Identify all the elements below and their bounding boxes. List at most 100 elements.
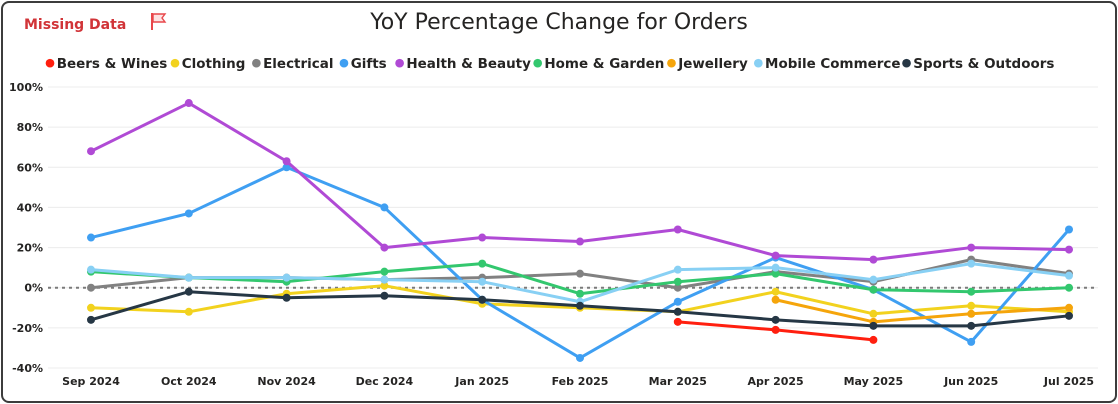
data-point[interactable] bbox=[184, 287, 193, 296]
data-point[interactable] bbox=[1065, 245, 1073, 254]
data-point[interactable] bbox=[282, 293, 291, 302]
data-point[interactable] bbox=[1065, 225, 1073, 234]
data-point[interactable] bbox=[87, 315, 95, 324]
data-point[interactable] bbox=[87, 147, 95, 156]
data-point[interactable] bbox=[869, 335, 878, 344]
legend-item-electrical[interactable]: Electrical bbox=[252, 56, 333, 72]
data-point[interactable] bbox=[673, 265, 682, 274]
data-point[interactable] bbox=[771, 315, 780, 324]
data-point[interactable] bbox=[967, 337, 976, 346]
data-point[interactable] bbox=[87, 303, 95, 312]
data-point[interactable] bbox=[184, 99, 193, 108]
x-tick-label: Jun 2025 bbox=[943, 375, 998, 388]
data-point[interactable] bbox=[576, 289, 584, 298]
legend-marker bbox=[252, 58, 261, 68]
data-point[interactable] bbox=[282, 273, 291, 282]
data-point[interactable] bbox=[1065, 303, 1073, 312]
data-point[interactable] bbox=[869, 309, 878, 318]
data-point[interactable] bbox=[869, 255, 878, 264]
legend-label: Mobile Commerce bbox=[765, 56, 900, 72]
series-electrical[interactable] bbox=[87, 255, 1073, 292]
x-tick-label: Jan 2025 bbox=[454, 375, 509, 388]
legend-marker bbox=[667, 58, 676, 68]
data-point[interactable] bbox=[967, 309, 976, 318]
chart-title: YoY Percentage Change for Orders bbox=[370, 10, 748, 35]
legend-label: Beers & Wines bbox=[57, 56, 168, 72]
data-point[interactable] bbox=[380, 203, 389, 212]
data-point[interactable] bbox=[478, 295, 487, 304]
legend-label: Clothing bbox=[182, 56, 246, 72]
data-point[interactable] bbox=[967, 321, 976, 330]
data-point[interactable] bbox=[478, 233, 487, 242]
series-beers-and-wines[interactable] bbox=[673, 317, 878, 344]
data-point[interactable] bbox=[282, 163, 291, 172]
data-point[interactable] bbox=[771, 251, 780, 260]
x-tick-label: Jul 2025 bbox=[1043, 375, 1094, 388]
data-point[interactable] bbox=[869, 285, 878, 294]
series-sports-and-outdoors[interactable] bbox=[87, 287, 1073, 330]
legend-marker bbox=[170, 58, 180, 68]
legend-marker bbox=[533, 58, 543, 68]
data-point[interactable] bbox=[1065, 311, 1073, 320]
data-point[interactable] bbox=[673, 225, 682, 234]
data-point[interactable] bbox=[869, 275, 878, 284]
data-point[interactable] bbox=[771, 325, 780, 334]
data-point[interactable] bbox=[771, 295, 780, 304]
data-point[interactable] bbox=[87, 233, 95, 242]
series-health-and-beauty[interactable] bbox=[87, 99, 1073, 264]
y-tick-label: 80% bbox=[17, 121, 43, 134]
data-point[interactable] bbox=[184, 307, 193, 316]
data-point[interactable] bbox=[87, 265, 95, 274]
data-point[interactable] bbox=[380, 291, 389, 300]
data-point[interactable] bbox=[380, 275, 389, 284]
x-tick-label: Mar 2025 bbox=[649, 375, 707, 388]
data-point[interactable] bbox=[967, 301, 976, 310]
data-point[interactable] bbox=[282, 157, 291, 166]
legend-marker bbox=[902, 58, 911, 68]
series-mobile-commerce[interactable] bbox=[87, 259, 1073, 306]
data-point[interactable] bbox=[673, 307, 682, 316]
data-point[interactable] bbox=[771, 287, 780, 296]
legend-item-clothing[interactable]: Clothing bbox=[170, 56, 246, 72]
data-point[interactable] bbox=[1065, 271, 1073, 280]
data-point[interactable] bbox=[576, 301, 584, 310]
data-point[interactable] bbox=[184, 209, 193, 218]
data-point[interactable] bbox=[967, 287, 976, 296]
data-point[interactable] bbox=[87, 283, 95, 292]
legend-marker bbox=[45, 58, 55, 68]
legend-item-home-and-garden[interactable]: Home & Garden bbox=[533, 56, 664, 72]
x-tick-label: Oct 2024 bbox=[161, 375, 217, 388]
data-point[interactable] bbox=[967, 243, 976, 252]
legend-item-sports-and-outdoors[interactable]: Sports & Outdoors bbox=[902, 56, 1054, 72]
data-point[interactable] bbox=[673, 317, 682, 326]
data-point[interactable] bbox=[576, 237, 584, 246]
data-point[interactable] bbox=[673, 283, 682, 292]
data-point[interactable] bbox=[380, 281, 389, 290]
legend-item-health-and-beauty[interactable]: Health & Beauty bbox=[395, 56, 531, 72]
data-point[interactable] bbox=[1065, 283, 1073, 292]
x-tick-label: Feb 2025 bbox=[552, 375, 609, 388]
data-point[interactable] bbox=[967, 259, 976, 268]
data-point[interactable] bbox=[673, 277, 682, 286]
series-lines bbox=[87, 99, 1073, 362]
data-point[interactable] bbox=[771, 269, 780, 278]
data-point[interactable] bbox=[771, 263, 780, 272]
data-point[interactable] bbox=[478, 259, 487, 268]
legend-item-mobile-commerce[interactable]: Mobile Commerce bbox=[753, 56, 901, 72]
data-point[interactable] bbox=[673, 297, 682, 306]
data-point[interactable] bbox=[869, 321, 878, 330]
data-point[interactable] bbox=[380, 243, 389, 252]
legend-item-beers-and-wines[interactable]: Beers & Wines bbox=[45, 56, 168, 72]
flag-icon[interactable] bbox=[149, 12, 169, 32]
data-point[interactable] bbox=[576, 353, 584, 362]
data-point[interactable] bbox=[576, 269, 584, 278]
series-gifts[interactable] bbox=[87, 163, 1073, 362]
missing-data-link[interactable]: Missing Data bbox=[24, 17, 127, 33]
data-point[interactable] bbox=[478, 277, 487, 286]
y-tick-label: 60% bbox=[17, 161, 43, 174]
legend-item-jewellery[interactable]: Jewellery bbox=[667, 56, 748, 72]
data-point[interactable] bbox=[184, 273, 193, 282]
data-point[interactable] bbox=[380, 267, 389, 276]
legend-item-gifts[interactable]: Gifts bbox=[339, 56, 387, 72]
